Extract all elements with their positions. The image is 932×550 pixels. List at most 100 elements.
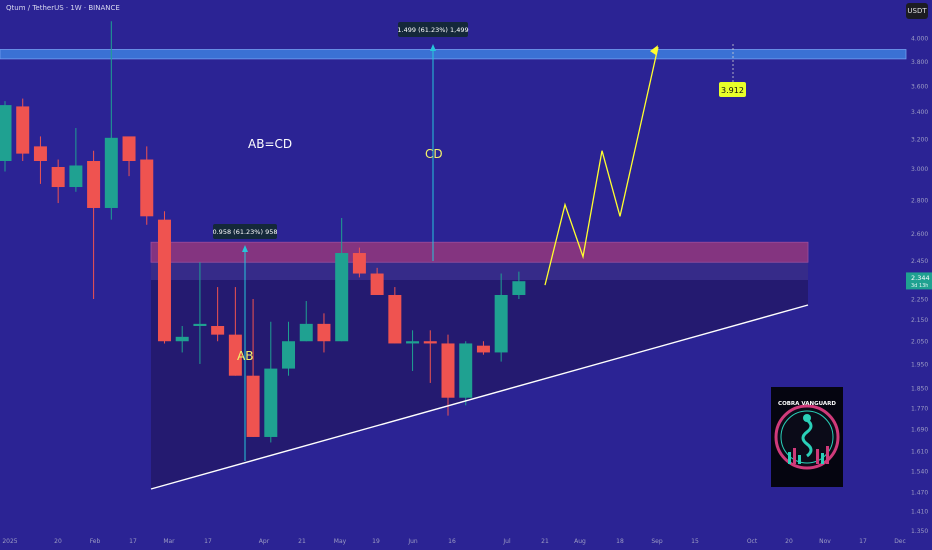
logo-bar [826, 446, 829, 464]
candle-body [246, 375, 260, 437]
resistance-band [0, 49, 907, 60]
currency-badge[interactable]: USDT [906, 3, 928, 19]
logo-inner-ring [780, 410, 834, 464]
y-tick-label: 2.600 [911, 231, 928, 238]
x-tick-label: Sep [651, 538, 663, 545]
candle-body [122, 136, 136, 162]
upper-zone [151, 262, 808, 280]
x-tick-label: 20 [785, 538, 793, 545]
candle-body [211, 326, 225, 335]
candle-body [352, 253, 366, 274]
x-tick-label: 16 [448, 538, 456, 545]
sell-zone [150, 241, 809, 263]
candle-body [299, 323, 313, 342]
y-tick-label: 2.150 [911, 317, 928, 324]
x-tick-label: Jun [407, 538, 418, 545]
candle-body [87, 161, 101, 208]
pattern-label: AB=CD [248, 137, 292, 151]
logo-bar [788, 452, 791, 464]
x-tick-label: Dec [894, 538, 906, 545]
ab-label: AB [237, 349, 253, 363]
x-tick-label: May [334, 538, 347, 545]
candle-body [370, 273, 384, 295]
x-tick-label: Nov [819, 538, 831, 545]
candle-body [282, 341, 296, 369]
logo-cobra-icon [801, 418, 813, 458]
x-tick-label: Aug [574, 538, 586, 545]
y-tick-label: 1.610 [911, 448, 928, 455]
candle-body [406, 341, 420, 344]
y-tick-label: 3.800 [911, 59, 928, 66]
candle-body [441, 343, 455, 398]
candle-body [476, 345, 490, 353]
logo-cobra-head [803, 414, 811, 422]
logo-bar [816, 449, 819, 464]
y-tick-label: 3.200 [911, 137, 928, 144]
x-tick-label: 17 [859, 538, 867, 545]
target-text: 3.912 [721, 86, 744, 95]
cd-arrowhead [430, 44, 436, 51]
axes-layer: 4.000 3.800 3.600 3.400 3.200 3.000 2.800 2.600… [2, 36, 932, 545]
logo-text: COBRA VANGUARD [778, 401, 836, 407]
x-tick-label: 21 [541, 538, 549, 545]
zones-layer [0, 49, 907, 489]
ab-measure-text: 0.958 (61.23%) 958 [212, 228, 277, 236]
candle-body [0, 105, 12, 162]
candle-body [16, 106, 30, 154]
x-tick-label: 17 [129, 538, 137, 545]
candle-body [140, 159, 154, 217]
y-tick-label: 1.950 [911, 361, 928, 368]
candle-body [157, 219, 171, 342]
y-tick-label: 1.770 [911, 405, 928, 412]
candle-body [459, 343, 473, 398]
logo-bar [798, 455, 801, 464]
logo-ring [774, 404, 840, 470]
y-tick-label: 2.250 [911, 297, 928, 304]
y-tick-label: 3.000 [911, 166, 928, 173]
logo-bar [821, 453, 824, 464]
x-tick-label: 21 [298, 538, 306, 545]
x-tick-label: 19 [372, 538, 380, 545]
price-badge-countdown: 3d 13h [911, 283, 928, 289]
candle-body [228, 334, 242, 376]
y-tick-label: 1.410 [911, 509, 928, 516]
x-tick-label: 15 [691, 538, 699, 545]
x-tick-label: 17 [204, 538, 212, 545]
y-tick-label: 2.800 [911, 197, 928, 204]
candle-body [104, 137, 118, 208]
x-tick-label: Oct [747, 538, 758, 545]
target-box [719, 82, 746, 97]
lines-layer [150, 44, 809, 490]
y-tick-label: 3.400 [911, 109, 928, 116]
x-tick-label: 18 [616, 538, 624, 545]
x-tick-label: 20 [54, 538, 62, 545]
cd-label: CD [425, 147, 443, 161]
candle-body [175, 336, 189, 342]
candle-body [512, 281, 526, 295]
logo-bar [793, 448, 796, 464]
candle-body [193, 323, 207, 327]
trendline [150, 304, 809, 490]
candle-body [264, 368, 278, 437]
y-tick-label: 1.350 [911, 528, 928, 535]
y-tick-label: 4.000 [911, 36, 928, 43]
y-tick-label: 1.540 [911, 469, 928, 476]
cd-measure-box [398, 22, 468, 37]
y-tick-label: 3.600 [911, 83, 928, 90]
y-tick-label: 1.470 [911, 490, 928, 497]
logo: COBRA VANGUARD [771, 387, 843, 487]
symbol-title: Qtum / TetherUS · 1W · BINANCE [6, 4, 120, 12]
x-tick-label: Apr [259, 538, 270, 545]
candle-body [51, 166, 65, 188]
y-tick-label: 2.050 [911, 339, 928, 346]
projection-path [544, 47, 659, 286]
labels-layer: AB=CD AB CD 0.958 (61.23%) 958 1.499 (61.23%… [212, 22, 746, 363]
y-tick-label: 2.450 [911, 258, 928, 265]
x-tick-label: Feb [90, 538, 101, 545]
candle-body [494, 294, 508, 353]
projection-arrowhead [650, 45, 658, 56]
candles-layer [0, 21, 526, 443]
cd-measure-text: 1.499 (61.23%) 1,499 [397, 26, 468, 34]
